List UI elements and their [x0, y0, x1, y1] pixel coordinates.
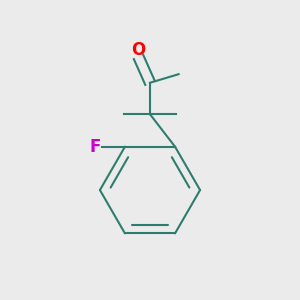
Text: F: F: [89, 138, 100, 156]
Text: O: O: [131, 41, 146, 59]
